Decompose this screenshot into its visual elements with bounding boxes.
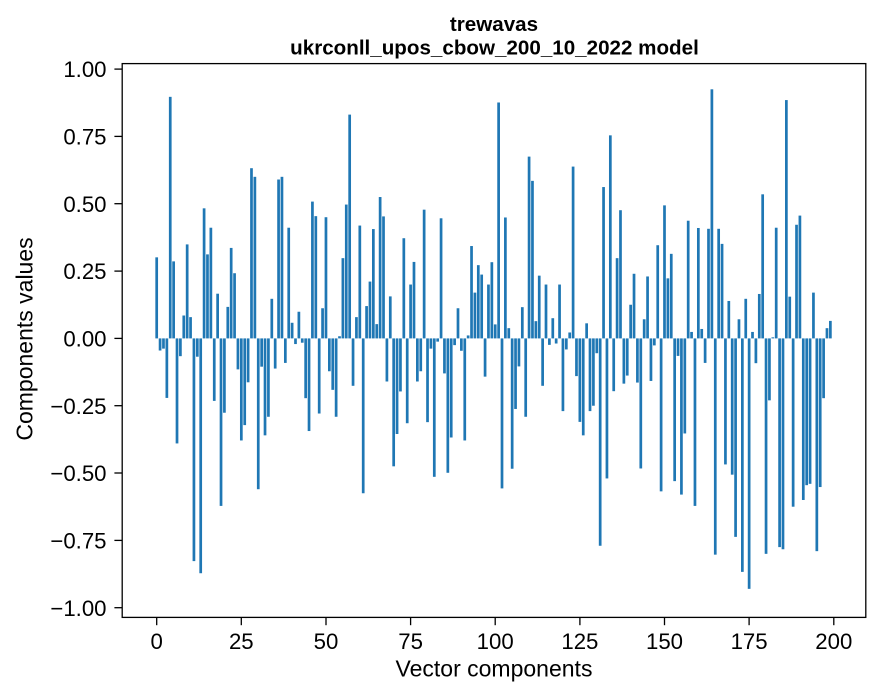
svg-text:0.00: 0.00: [63, 327, 106, 352]
svg-text:−0.50: −0.50: [50, 461, 106, 486]
svg-text:Vector components: Vector components: [396, 655, 593, 681]
svg-text:Components values: Components values: [12, 237, 38, 440]
svg-text:0: 0: [151, 629, 163, 654]
svg-text:−0.25: −0.25: [50, 394, 106, 419]
svg-text:trewavas: trewavas: [450, 13, 538, 36]
svg-text:0.75: 0.75: [63, 125, 106, 150]
svg-text:ukrconll_upos_cbow_200_10_2022: ukrconll_upos_cbow_200_10_2022 model: [290, 37, 699, 60]
svg-text:100: 100: [477, 629, 514, 654]
svg-text:50: 50: [314, 629, 339, 654]
svg-text:150: 150: [646, 629, 683, 654]
svg-text:125: 125: [561, 629, 598, 654]
svg-text:−0.75: −0.75: [50, 529, 106, 554]
svg-text:0.25: 0.25: [63, 259, 106, 284]
svg-text:0.50: 0.50: [63, 192, 106, 217]
svg-text:175: 175: [731, 629, 768, 654]
svg-text:25: 25: [229, 629, 254, 654]
svg-text:1.00: 1.00: [63, 57, 106, 82]
svg-text:75: 75: [398, 629, 423, 654]
svg-text:200: 200: [815, 629, 852, 654]
svg-text:−1.00: −1.00: [50, 596, 106, 621]
